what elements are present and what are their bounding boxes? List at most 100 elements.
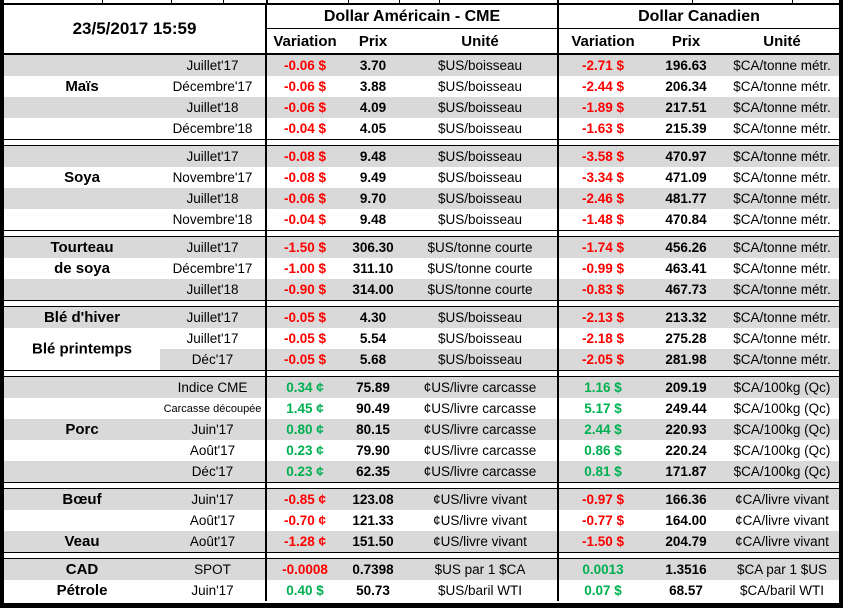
table-row: Porc Juin'17 0.80 ¢ 80.15 ¢US/livre carcasse… [4, 419, 839, 440]
us-price-cell: 3.70 [359, 58, 387, 73]
contract-cell: Juillet'18 [160, 279, 267, 300]
ca-price-cell: 471.09 [665, 170, 707, 185]
us-variation-cell: -0.0008 [282, 562, 328, 577]
commodity-cell: Pétrole [4, 580, 160, 601]
ca-unit-cell: $CA/tonne métr. [733, 121, 831, 136]
us-price-cell: 50.73 [356, 583, 390, 598]
table-row: Carcasse découpée 1.45 ¢ 90.49 ¢US/livre ca… [4, 398, 839, 419]
ca-unit-cell: $CA/tonne métr. [733, 282, 831, 297]
ca-column-group: Dollar Canadien Variation Prix Unité [559, 5, 839, 53]
us-price-cell: 123.08 [352, 492, 394, 507]
us-variation-cell: -0.06 $ [283, 58, 327, 73]
section-porc: Indice CME 0.34 ¢ 75.89 ¢US/livre carcasse 1… [4, 377, 839, 482]
table-row: Août'17 -0.70 ¢ 121.33 ¢US/livre vivant -0.7… [4, 510, 839, 531]
ca-variation-cell: -0.83 $ [581, 282, 625, 297]
contract-cell: Juin'17 [160, 489, 267, 510]
us-unit-cell: ¢US/livre carcasse [403, 461, 559, 482]
us-variation-cell: 0.80 ¢ [286, 422, 324, 437]
ca-unit-cell: $CA/tonne métr. [733, 58, 831, 73]
ca-variation-cell: 0.0013 [582, 562, 624, 577]
commodity-cell [4, 510, 160, 531]
ca-unit-cell: $CA/100kg (Qc) [733, 464, 831, 479]
us-variation-cell: -0.05 $ [283, 331, 327, 346]
ca-variation-cell: -1.74 $ [581, 240, 625, 255]
us-unit-cell: ¢US/livre vivant [403, 489, 559, 510]
table-row: Juillet'17 -0.08 $ 9.48 $US/boisseau -3.58 $… [4, 146, 839, 167]
us-unit-cell: $US/boisseau [403, 97, 559, 118]
us-price-cell: 9.48 [359, 149, 387, 164]
commodity-label: Maïs [65, 78, 99, 95]
us-unit-cell: $US/boisseau [403, 188, 559, 209]
commodity-cell: Blé printemps [4, 328, 160, 358]
commodity-label: Bœuf [62, 491, 102, 508]
contract-cell: Novembre'18 [160, 209, 267, 230]
us-group-title: Dollar Américain - CME [267, 5, 557, 29]
us-unit-cell: $US/boisseau [403, 55, 559, 76]
us-unit-cell: $US/boisseau [403, 146, 559, 167]
us-variation-cell: -1.28 ¢ [283, 534, 327, 549]
us-variation-cell: 0.34 ¢ [286, 380, 324, 395]
us-price-cell: 9.48 [359, 212, 387, 227]
commodity-cell: de soya [4, 258, 160, 279]
table-row: CAD SPOT -0.0008 0.7398 $US par 1 $CA 0.0013 1… [4, 559, 839, 580]
ca-price-cell: 1.3516 [665, 562, 707, 577]
us-col-variation: Variation [273, 32, 337, 50]
us-price-cell: 5.54 [359, 331, 387, 346]
table-row: Blé d'hiver Juillet'17 -0.05 $ 4.30 $US/bois… [4, 307, 839, 328]
us-unit-cell: ¢US/livre carcasse [403, 440, 559, 461]
us-price-cell: 121.33 [352, 513, 394, 528]
commodity-label: Tourteau [50, 239, 114, 256]
us-price-cell: 306.30 [352, 240, 394, 255]
ca-unit-cell: $CA/tonne métr. [733, 331, 831, 346]
ca-price-cell: 171.87 [665, 464, 707, 479]
ca-unit-cell: $CA/100kg (Qc) [733, 443, 831, 458]
ca-variation-cell: -0.77 $ [581, 513, 625, 528]
contract-cell: Novembre'17 [160, 167, 267, 188]
contract-cell: Août'17 [160, 440, 267, 461]
commodity-cell [4, 440, 160, 461]
ca-price-cell: 456.26 [665, 240, 707, 255]
ca-price-cell: 220.93 [665, 422, 707, 437]
table-row: Juillet'18 -0.90 $ 314.00 $US/tonne courte -… [4, 279, 839, 300]
ca-price-cell: 463.41 [665, 261, 707, 276]
ca-price-cell: 275.28 [665, 331, 707, 346]
section-boeuf-veau: Bœuf Juin'17 -0.85 ¢ 123.08 ¢US/livre vivant… [4, 489, 839, 552]
ca-variation-cell: -1.48 $ [581, 212, 625, 227]
table-row: Décembre'18 -0.04 $ 4.05 $US/boisseau -1.63 … [4, 118, 839, 139]
ca-unit-cell: $CA/tonne métr. [733, 191, 831, 206]
us-variation-cell: -0.06 $ [283, 100, 327, 115]
ca-unit-cell: $CA/100kg (Qc) [733, 401, 831, 416]
us-unit-cell: $US/tonne courte [403, 279, 559, 300]
us-price-cell: 151.50 [352, 534, 394, 549]
us-unit-cell: $US/boisseau [403, 118, 559, 139]
section-separator [4, 482, 839, 489]
table-row: Déc'17 0.23 ¢ 62.35 ¢US/livre carcasse 0.81 … [4, 461, 839, 482]
us-column-group: Dollar Américain - CME Variation Prix Un… [267, 5, 559, 53]
us-unit-cell: $US/boisseau [403, 307, 559, 328]
contract-cell: Juillet'17 [160, 146, 267, 167]
commodity-cell [4, 279, 160, 300]
us-unit-cell: ¢US/livre vivant [403, 531, 559, 552]
us-unit-cell: $US par 1 $CA [403, 559, 559, 580]
section-separator [4, 139, 839, 146]
contract-cell: Juillet'17 [160, 55, 267, 76]
commodity-label: Porc [65, 421, 99, 438]
top-gridline-strip [4, 0, 839, 5]
us-variation-cell: -1.50 $ [283, 240, 327, 255]
commodity-cell: Blé d'hiver [4, 307, 160, 328]
contract-cell: Indice CME [160, 377, 267, 398]
ca-unit-cell: $CA/baril WTI [739, 583, 824, 598]
table-row: Déc'17 -0.05 $ 5.68 $US/boisseau -2.05 $ 281.… [4, 349, 839, 370]
ca-price-cell: 249.44 [665, 401, 707, 416]
contract-cell: Juillet'17 [160, 307, 267, 328]
ca-unit-cell: $CA/tonne métr. [733, 352, 831, 367]
ca-price-cell: 166.36 [665, 492, 707, 507]
table-row: Juillet'18 -0.06 $ 9.70 $US/boisseau -2.46 $… [4, 188, 839, 209]
ca-variation-cell: -2.05 $ [581, 352, 625, 367]
ca-variation-cell: -1.63 $ [581, 121, 625, 136]
contract-cell: Carcasse découpée [160, 398, 267, 419]
commodity-cell [4, 97, 160, 118]
us-price-cell: 79.90 [356, 443, 390, 458]
contract-cell: Juillet'17 [160, 237, 267, 258]
